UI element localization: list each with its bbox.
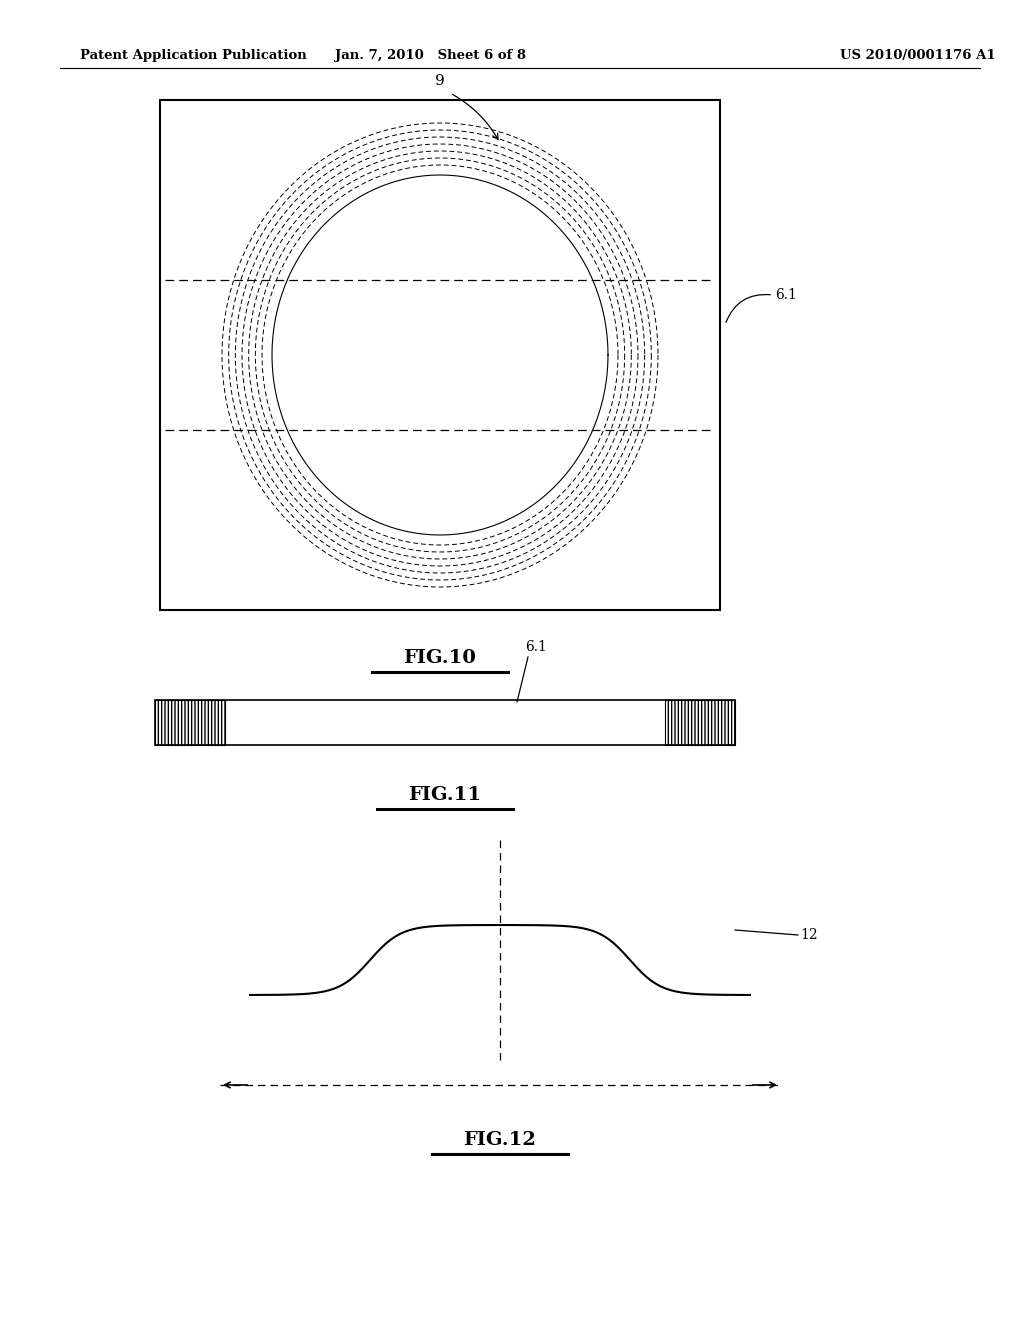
Text: US 2010/0001176 A1: US 2010/0001176 A1	[840, 49, 995, 62]
Bar	[155, 700, 225, 744]
Text: FIG.10: FIG.10	[403, 649, 476, 667]
Text: 12: 12	[800, 928, 817, 942]
Text: 6.1: 6.1	[775, 288, 797, 302]
Bar	[155, 700, 735, 744]
Text: FIG.12: FIG.12	[464, 1131, 537, 1148]
Text: Jan. 7, 2010   Sheet 6 of 8: Jan. 7, 2010 Sheet 6 of 8	[335, 49, 525, 62]
Bar	[160, 100, 720, 610]
Text: 9: 9	[435, 74, 444, 88]
Text: Patent Application Publication: Patent Application Publication	[80, 49, 307, 62]
Text: 6.1: 6.1	[525, 640, 547, 653]
Bar	[665, 700, 735, 744]
Text: FIG.11: FIG.11	[409, 785, 481, 804]
